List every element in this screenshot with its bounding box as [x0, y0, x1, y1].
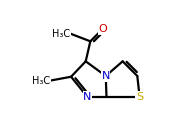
Text: H₃C: H₃C: [52, 29, 70, 39]
Text: S: S: [136, 92, 143, 102]
Text: N: N: [83, 92, 92, 102]
Text: O: O: [98, 24, 107, 34]
Text: N: N: [102, 71, 110, 81]
Text: H₃C: H₃C: [32, 76, 50, 86]
